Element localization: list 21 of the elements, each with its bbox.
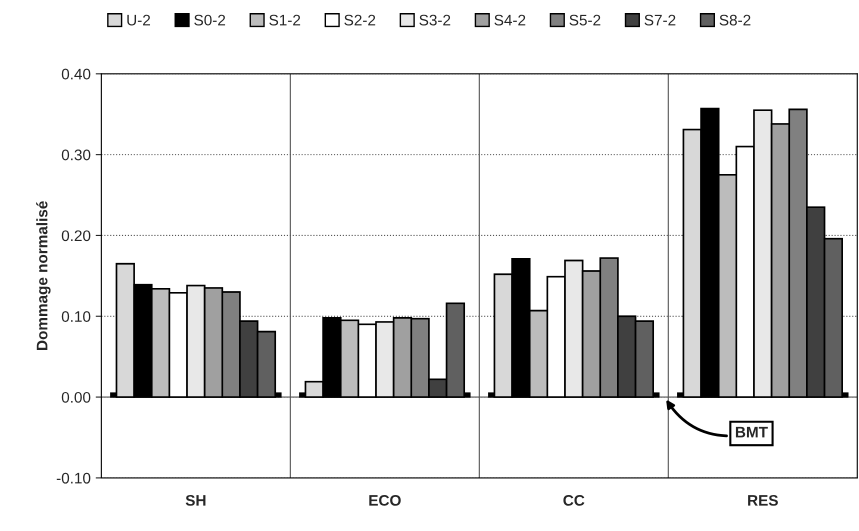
legend-label: S8-2	[720, 14, 750, 26]
y-tick-label: -0.10	[56, 472, 90, 484]
legend-label: U-2	[127, 14, 150, 26]
legend-label: S0-2	[194, 14, 226, 26]
x-tick-label: CC	[563, 494, 584, 506]
y-axis-title: Dommage normalisé	[36, 201, 51, 350]
x-tick-label: RES	[748, 494, 778, 506]
y-tick-label: 0.10	[62, 311, 90, 322]
annotation: BMT	[736, 426, 768, 438]
legend-label: S2-2	[344, 14, 376, 26]
y-tick-label: 0.00	[62, 392, 90, 403]
x-tick-label: ECO	[369, 494, 401, 506]
y-tick-label: 0.20	[62, 230, 90, 242]
legend-label: S1-2	[269, 14, 300, 26]
y-tick-label: 0.40	[62, 68, 90, 80]
y-tick-label: 0.30	[62, 149, 90, 160]
x-tick-label: SH	[186, 494, 206, 506]
legend-label: S5-2	[569, 14, 600, 26]
legend-label: S3-2	[419, 14, 450, 26]
legend-label: S7-2	[644, 14, 676, 26]
legend-label: S4-2	[494, 14, 526, 26]
